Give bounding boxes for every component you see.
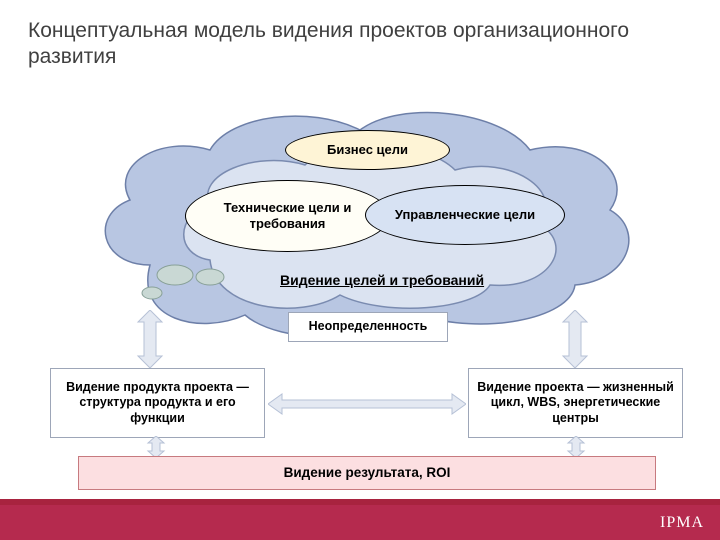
vision-goals-label: Видение целей и требований bbox=[280, 272, 484, 288]
bubble-technical-goals: Технические цели и требования bbox=[185, 180, 390, 252]
bubble-business-label: Бизнес цели bbox=[327, 142, 408, 158]
arrow-product-to-project bbox=[268, 392, 466, 421]
arrow-cloud-to-project bbox=[555, 310, 595, 368]
bubble-business-goals: Бизнес цели bbox=[285, 130, 450, 170]
arrow-project-to-result bbox=[562, 436, 590, 458]
thought-bubble-1 bbox=[157, 265, 193, 285]
box-project-vision-label: Видение проекта — жизненный цикл, WBS, э… bbox=[477, 380, 674, 427]
footer-band: IPMA bbox=[0, 505, 720, 540]
bubble-management-label: Управленческие цели bbox=[395, 207, 535, 223]
thought-bubble-2 bbox=[196, 269, 224, 285]
bubble-technical-label: Технические цели и требования bbox=[190, 200, 385, 231]
bubble-management-goals: Управленческие цели bbox=[365, 185, 565, 245]
box-product-vision-label: Видение продукта проекта — структура про… bbox=[59, 380, 256, 427]
footer-logo: IPMA bbox=[660, 514, 704, 532]
box-uncertainty-label: Неопределенность bbox=[309, 319, 428, 335]
thought-bubble-3 bbox=[142, 287, 162, 299]
box-uncertainty: Неопределенность bbox=[288, 312, 448, 342]
box-project-vision: Видение проекта — жизненный цикл, WBS, э… bbox=[468, 368, 683, 438]
box-product-vision: Видение продукта проекта — структура про… bbox=[50, 368, 265, 438]
box-result-vision-label: Видение результата, ROI bbox=[284, 465, 451, 482]
arrow-cloud-to-product bbox=[130, 310, 170, 368]
page-title: Концептуальная модель видения проектов о… bbox=[28, 18, 720, 71]
box-result-vision: Видение результата, ROI bbox=[78, 456, 656, 490]
arrow-product-to-result bbox=[142, 436, 170, 458]
